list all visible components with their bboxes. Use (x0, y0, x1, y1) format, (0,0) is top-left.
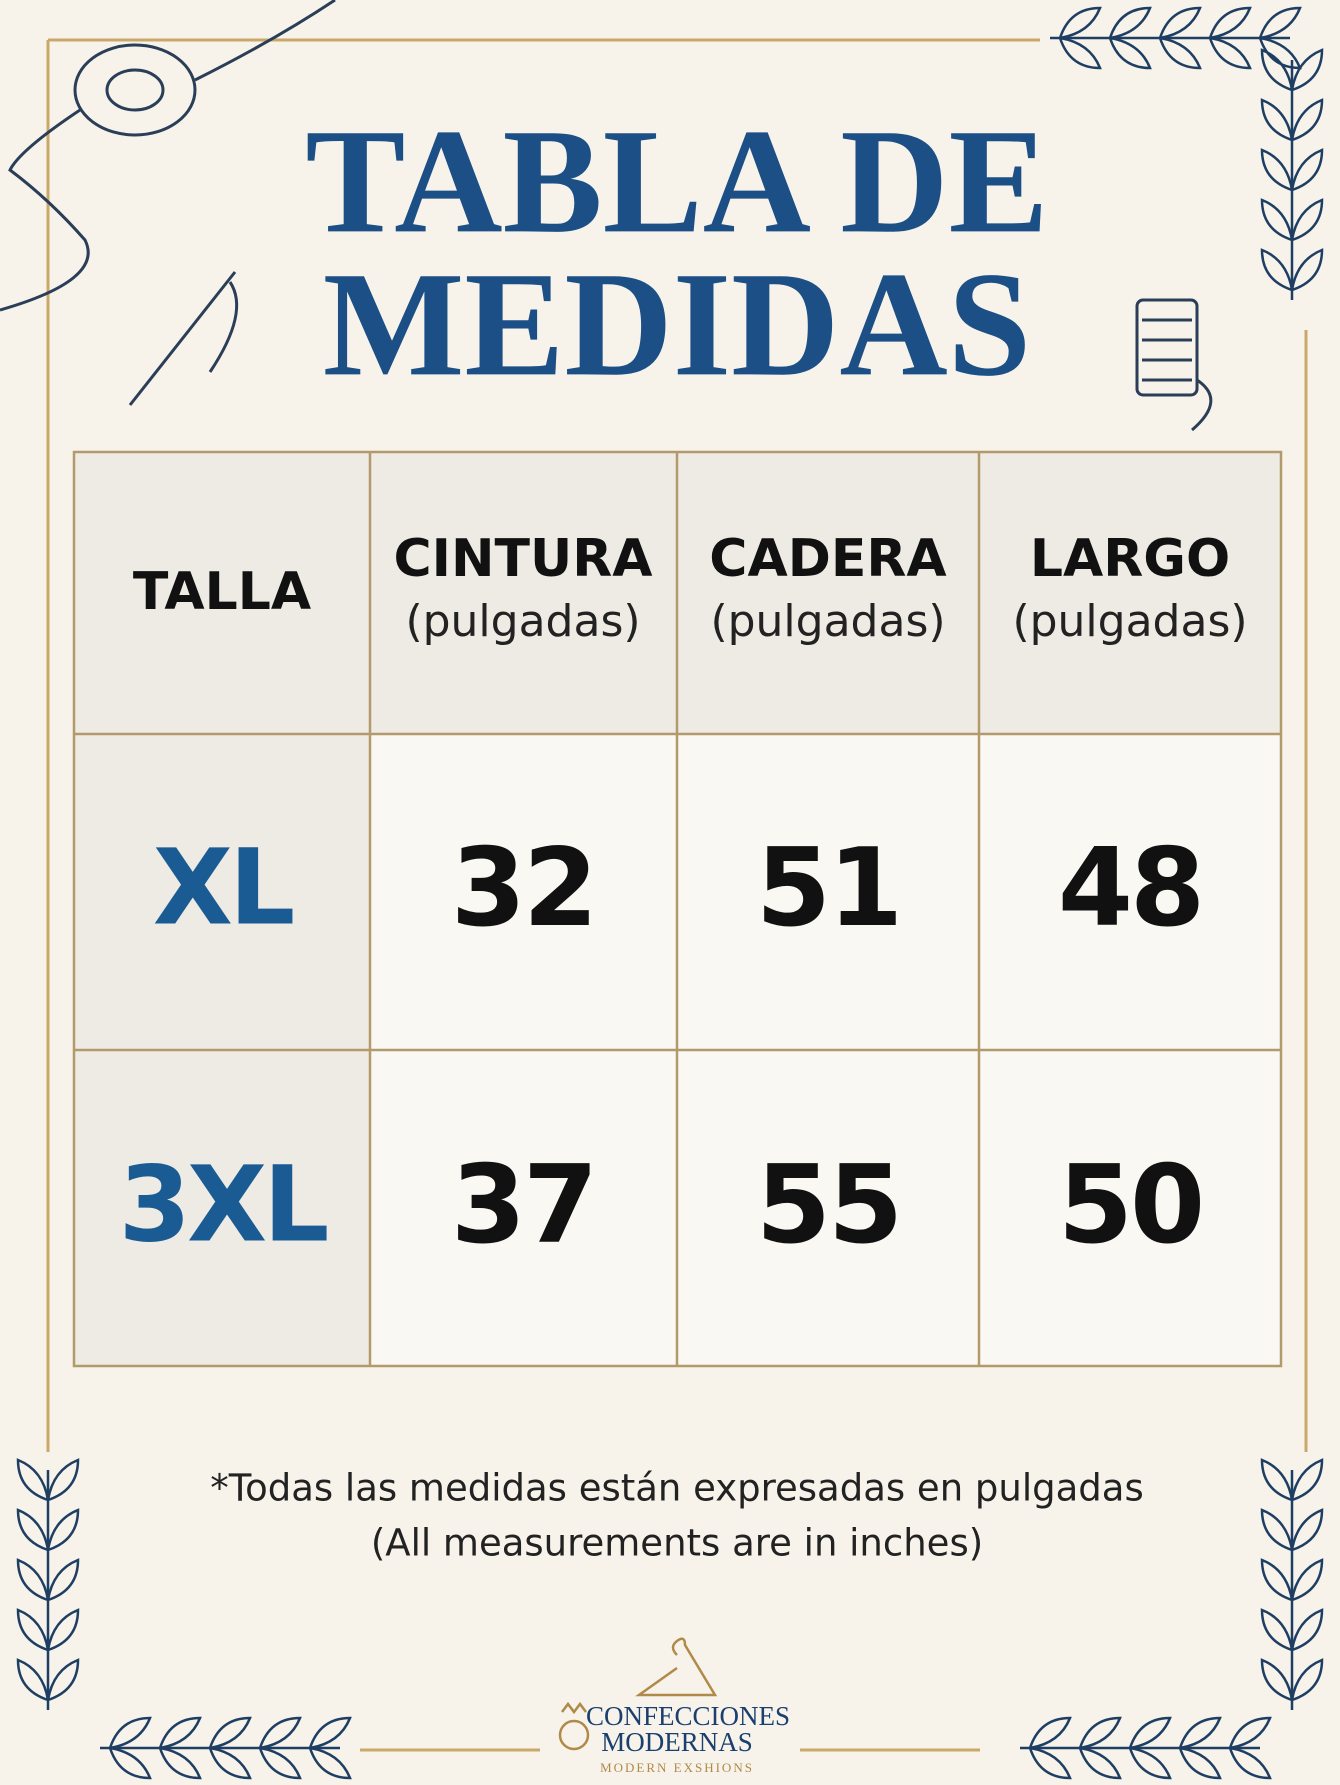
column-unit: (pulgadas) (405, 596, 640, 647)
value-cell: 32 (451, 826, 595, 951)
column-header: LARGO (1030, 529, 1230, 589)
value-cell: 51 (756, 826, 900, 951)
column-unit: (pulgadas) (1012, 596, 1247, 647)
brand-name: MODERNAS (601, 1727, 753, 1757)
brand-logo (558, 1637, 718, 1751)
table-grid (72, 450, 1283, 1368)
frame (46, 38, 1308, 1752)
value-cell: 48 (1058, 826, 1202, 951)
footnote: (All measurements are in inches) (371, 1522, 983, 1565)
value-cell: 55 (756, 1143, 900, 1268)
spool (1135, 298, 1213, 432)
column-header: CADERA (709, 529, 946, 589)
size-cell: 3XL (119, 1143, 328, 1265)
column-header: CINTURA (393, 529, 652, 589)
tape-measure (0, 0, 336, 312)
size-cell: XL (153, 826, 293, 948)
column-unit: (pulgadas) (710, 596, 945, 647)
value-cell: 37 (451, 1143, 595, 1268)
column-header: TALLA (133, 562, 311, 622)
needle (128, 271, 239, 406)
footnote: *Todas las medidas están expresadas en p… (210, 1467, 1143, 1510)
brand-name: CONFECCIONES (586, 1701, 790, 1731)
value-cell: 50 (1058, 1143, 1202, 1268)
title-line: TABLA DE (305, 98, 1048, 264)
table: TALLA CINTURA (pulgadas) CADERA (pulgada… (72, 450, 1283, 1368)
brand-tagline: MODERN EXSHIONS (600, 1760, 754, 1775)
title-line: MEDIDAS (323, 241, 1031, 407)
